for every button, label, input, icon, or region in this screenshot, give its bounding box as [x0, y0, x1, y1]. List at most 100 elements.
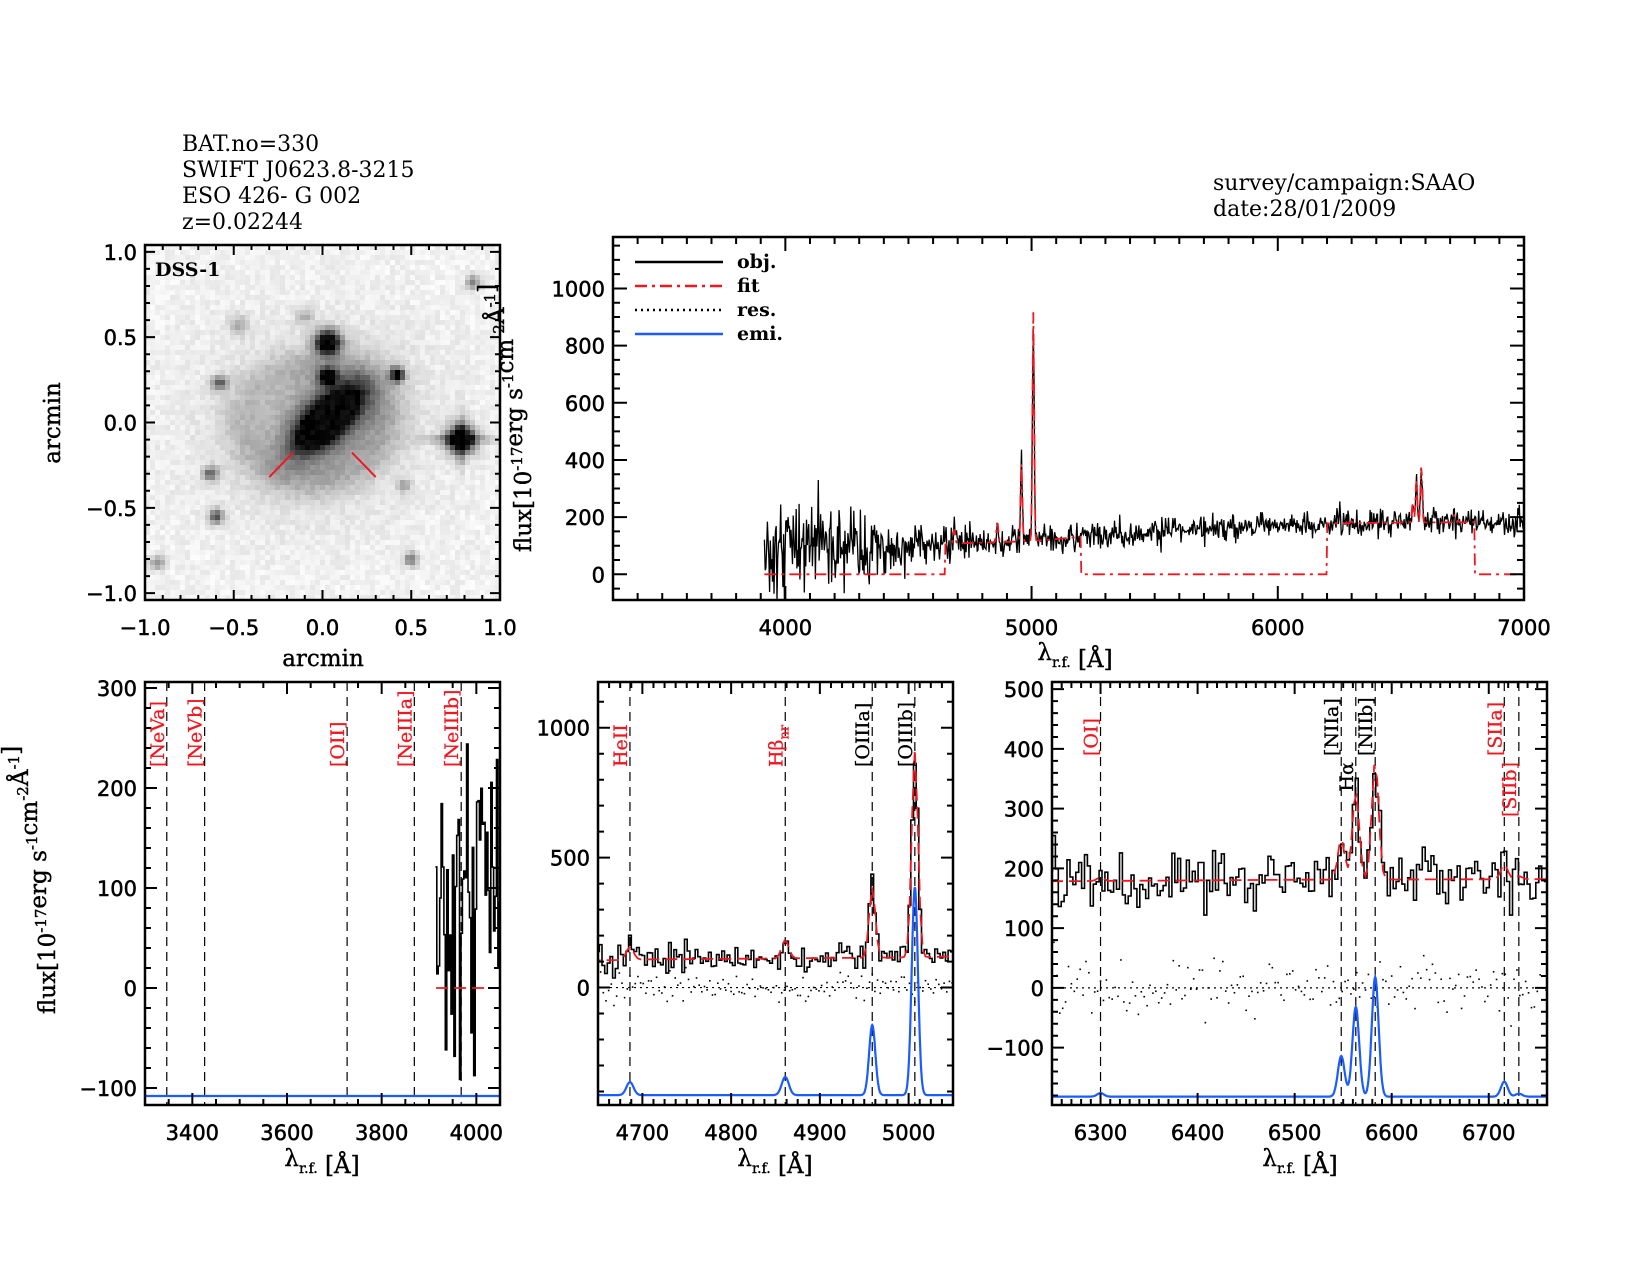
residual-point: [1297, 985, 1300, 988]
residual-point: [740, 991, 743, 994]
zoom-x-axis-label-part: [Å]: [1296, 1151, 1338, 1179]
residual-point: [1495, 978, 1498, 981]
residual-point: [922, 990, 924, 992]
x-tick-label: 7000: [1497, 616, 1550, 640]
x-tick-label: 6600: [1365, 1121, 1418, 1145]
residual-point: [677, 984, 679, 986]
residual-point: [717, 982, 719, 985]
residual-point: [1117, 995, 1119, 998]
y-tick-label: −100: [79, 1077, 137, 1101]
residual-point: [1207, 987, 1210, 989]
residual-point: [1274, 981, 1277, 984]
residual-point: [613, 1004, 615, 1007]
residual-point: [703, 985, 706, 988]
zoom-spectrum-panel: [OI] [NIIa] Hα [NIIb] [SIIa] [SIIb] 6300 6400 65…: [986, 678, 1549, 1145]
y-tick-label: 100: [1004, 917, 1044, 941]
residual-point: [1463, 995, 1466, 997]
plot-area: [1052, 682, 1547, 1105]
full-spectrum-panel: 4000 5000 6000 7000 0 200 400 600 800 1000 obj.fit…: [551, 235, 1551, 640]
residual-point: [1306, 980, 1309, 982]
residual-point: [1326, 965, 1329, 967]
residual-point: [791, 989, 794, 991]
residual-point: [725, 989, 727, 991]
residual-point: [1073, 990, 1076, 993]
residual-point: [1070, 982, 1073, 985]
residual-point: [1213, 957, 1215, 960]
residual-point: [1224, 990, 1227, 992]
emission-model-line: [1052, 974, 1547, 1098]
bottom-spectrum-y-axis-label-part: cm: [17, 801, 43, 836]
zoom-spectrum-panel: HeII Hβnr [OIIIa] [OIIIb] 4700 4800 4900 5000 0 5…: [536, 680, 955, 1145]
emission-model-line: [598, 887, 953, 1097]
residual-point: [637, 975, 639, 978]
residual-point: [599, 971, 602, 973]
residual-point: [679, 982, 682, 984]
residual-point: [1539, 974, 1542, 976]
zoom-x-axis-label-part: [Å]: [771, 1151, 813, 1179]
residual-point: [876, 979, 879, 981]
line-label: [OII]: [327, 722, 349, 767]
axes-frame: [143, 243, 502, 602]
residual-point: [1347, 979, 1349, 982]
residual-point: [834, 989, 836, 991]
residual-point: [1149, 984, 1151, 987]
residual-point: [1489, 984, 1492, 986]
x-tick-label: 4900: [793, 1121, 846, 1145]
residual-point: [1454, 984, 1457, 987]
residual-point: [1323, 977, 1326, 979]
residual-point: [1227, 1002, 1230, 1004]
line-label: [SIIa]: [1484, 702, 1506, 756]
line-label: Hα: [1336, 762, 1358, 792]
x-tick-label: 1.0: [483, 616, 516, 640]
top-spectrum-x-axis-label-part: λ: [1037, 640, 1052, 666]
top-spectrum-x-axis-label-part: [Å]: [1071, 645, 1113, 673]
x-tick-label: 3400: [166, 1121, 219, 1145]
line-label: [OIIIa]: [852, 703, 874, 767]
residual-point: [1268, 963, 1271, 966]
residual-point: [1286, 973, 1288, 976]
line-label: [NIIb]: [1355, 697, 1377, 756]
residual-point: [671, 995, 674, 997]
x-tick-label: 5000: [882, 1121, 935, 1145]
residual-point: [1061, 1007, 1064, 1010]
header-date: date:28/01/2009: [1213, 197, 1396, 222]
y-tick-label: −100: [986, 1037, 1044, 1061]
residual-point: [943, 982, 945, 984]
legend-label-res: res.: [737, 299, 776, 321]
image-x-axis-label: arcmin: [282, 646, 364, 672]
axes-frame: [596, 680, 955, 1107]
residual-point: [802, 976, 804, 979]
residual-point: [1393, 996, 1396, 998]
y-tick-label: 1.0: [104, 241, 137, 265]
top-spectrum-x-axis-label-part: r.f.: [1052, 655, 1071, 671]
legend-label-fit: fit: [737, 275, 760, 297]
residual-point: [1434, 972, 1437, 974]
residual-point: [1102, 999, 1105, 1002]
image-y-axis-label: arcmin: [40, 382, 66, 464]
residual-point: [1387, 1003, 1390, 1005]
residual-point: [1283, 999, 1285, 1002]
residual-point: [762, 987, 764, 989]
residual-point: [751, 978, 754, 981]
residual-point: [1425, 968, 1428, 971]
header-bat-number: BAT.no=330: [182, 132, 319, 157]
residual-point: [1155, 990, 1157, 993]
line-label: [NeIIIa]: [394, 690, 416, 767]
zoom-x-axis-label: λr.f. [Å]: [737, 1146, 812, 1179]
residual-point: [1355, 971, 1358, 974]
residual-point: [847, 975, 850, 978]
residual-point: [1111, 998, 1113, 1000]
residual-point: [783, 989, 786, 991]
y-tick-label: 500: [1004, 678, 1044, 702]
residual-point: [1175, 989, 1178, 991]
residual-point: [1251, 990, 1253, 993]
residual-point: [823, 990, 826, 993]
zoom-spectrum-panel: [NeVa] [NeVb] [OII] [NeIIIa] [NeIIIb] 3400 360…: [79, 677, 503, 1146]
residual-point: [610, 983, 613, 985]
residual-point: [1315, 968, 1317, 971]
bottom-spectrum-y-axis-label-part: flux[10: [35, 933, 61, 1014]
residual-point: [1201, 969, 1204, 971]
residual-point: [887, 987, 890, 989]
y-tick-label: −0.5: [86, 497, 137, 521]
